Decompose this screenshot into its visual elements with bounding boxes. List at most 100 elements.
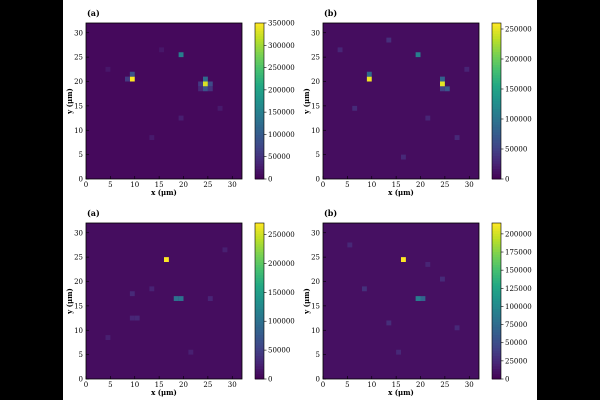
colorbar-segment [492, 119, 501, 123]
heatmap-panel-top-left: 0 5 10 15 20 25 30 0 5 10 15 20 25 30 x (μm) y (μm) (a) 0… [65, 0, 300, 200]
plot-frame [85, 22, 243, 180]
heatmap-cell [440, 76, 445, 82]
colorbar-segment [492, 134, 501, 138]
y-tick-label: 10 [74, 127, 83, 135]
x-tick-label: 30 [465, 381, 474, 389]
heatmap-cell [134, 315, 140, 321]
colorbar-segment [255, 329, 264, 333]
colorbar-segment [492, 249, 501, 252]
colorbar-tick-label: 100000 [268, 131, 295, 139]
colorbar-segment [255, 106, 264, 110]
heatmap-cell [425, 262, 431, 267]
colorbar-segment [492, 334, 501, 338]
colorbar-segment [492, 30, 501, 34]
y-tick-label: 20 [311, 278, 320, 286]
colorbar-segment [492, 90, 501, 94]
colorbar-segment [492, 168, 501, 172]
colorbar-segment [255, 295, 264, 299]
colorbar-segment [492, 272, 501, 276]
heatmap-cell [454, 135, 460, 140]
colorbar-segment [492, 329, 501, 333]
colorbar-tick-label: 50000 [505, 339, 527, 347]
panel-label: (b) [324, 208, 337, 218]
colorbar-segment [255, 36, 264, 39]
colorbar-segment [255, 121, 264, 125]
y-tick-label: 25 [74, 254, 83, 262]
heatmap-cell [149, 286, 155, 292]
colorbar-segment [492, 38, 501, 42]
colorbar-segment [492, 363, 501, 367]
colorbar-segment [492, 88, 501, 91]
plot-frame [322, 222, 480, 380]
colorbar-segment [255, 28, 264, 32]
y-tick-label: 0 [316, 176, 320, 184]
y-tick-label: 25 [74, 54, 83, 62]
colorbar-segment [255, 228, 264, 232]
colorbar-segment [255, 38, 264, 42]
heatmap-cell [203, 76, 208, 82]
colorbar-segment [255, 119, 264, 123]
colorbar-segment [255, 114, 264, 117]
colorbar-segment [492, 347, 501, 351]
colorbar-segment [492, 373, 501, 377]
x-axis-label: x (μm) [388, 188, 414, 197]
heatmap-cell [440, 81, 445, 87]
colorbar-segment [492, 137, 501, 141]
colorbar-segment [492, 293, 501, 297]
colorbar-segment [492, 176, 501, 180]
colorbar-segment [492, 353, 501, 356]
colorbar-segment [255, 62, 264, 65]
y-tick-label: 30 [311, 29, 320, 37]
colorbar-segment [255, 95, 264, 99]
colorbar-segment [492, 142, 501, 146]
colorbar-segment [492, 80, 501, 84]
colorbar-segment [492, 72, 501, 76]
y-tick-label: 0 [79, 176, 83, 184]
colorbar-segment [492, 46, 501, 50]
colorbar-segment [492, 77, 501, 81]
colorbar-segment [492, 355, 501, 359]
colorbar-segment [255, 108, 264, 112]
colorbar-tick-label: 0 [268, 176, 272, 184]
heatmap-cell [440, 86, 445, 92]
colorbar-segment [255, 43, 264, 47]
colorbar-segment [255, 72, 264, 76]
colorbar-tick-label: 100000 [505, 116, 532, 124]
colorbar-segment [492, 150, 501, 154]
colorbar-segment [255, 132, 264, 136]
heatmap-cell [149, 135, 155, 140]
colorbar-segment [255, 166, 264, 169]
colorbar-segment [492, 173, 501, 177]
colorbar-tick-label: 350000 [268, 20, 295, 28]
y-tick-label: 10 [311, 127, 320, 135]
heatmap-cell [425, 115, 431, 121]
y-tick-label: 0 [79, 376, 83, 384]
colorbar-segment [255, 249, 264, 252]
colorbar-segment [255, 25, 264, 29]
x-tick-label: 15 [392, 181, 401, 189]
colorbar-segment [255, 264, 264, 268]
colorbar-segment [492, 277, 501, 281]
y-tick-label: 0 [316, 376, 320, 384]
colorbar-segment [255, 363, 264, 367]
colorbar-segment [492, 153, 501, 156]
colorbar-segment [492, 43, 501, 47]
colorbar-segment [492, 155, 501, 159]
heatmap-cell [164, 257, 169, 262]
colorbar-frame [254, 222, 265, 380]
colorbar-segment [255, 285, 264, 289]
colorbar-segment [255, 267, 264, 271]
colorbar-segment [255, 243, 264, 247]
colorbar-segment [492, 36, 501, 39]
colorbar-segment [492, 324, 501, 328]
colorbar-segment [255, 345, 264, 349]
colorbar-segment [255, 111, 264, 115]
colorbar-segment [255, 293, 264, 297]
colorbar-segment [255, 225, 264, 229]
colorbar-segment [492, 171, 501, 175]
colorbar-segment [492, 238, 501, 242]
heatmap-cell [105, 335, 111, 340]
colorbar-segment [255, 46, 264, 50]
x-tick-label: 15 [155, 181, 164, 189]
colorbar-segment [255, 233, 264, 237]
